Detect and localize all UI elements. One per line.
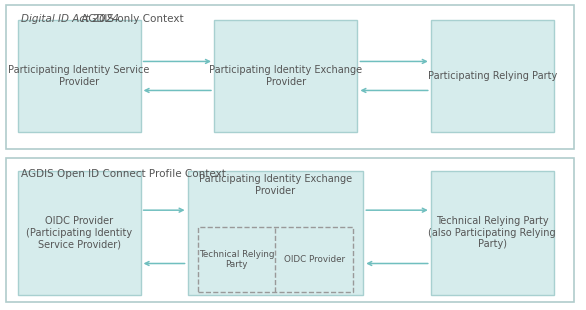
FancyBboxPatch shape: [188, 170, 363, 294]
Text: Participating Identity Exchange
Provider: Participating Identity Exchange Provider: [209, 65, 362, 87]
FancyBboxPatch shape: [431, 20, 554, 132]
Text: Technical Relying Party
(also Participating Relying
Party): Technical Relying Party (also Participat…: [428, 216, 556, 249]
FancyBboxPatch shape: [18, 20, 141, 132]
Text: Technical Relying
Party: Technical Relying Party: [199, 250, 274, 269]
Text: Participating Identity Service
Provider: Participating Identity Service Provider: [8, 65, 150, 87]
Text: Participating Identity Exchange
Provider: Participating Identity Exchange Provider: [199, 174, 352, 196]
Text: AGDIS only Context: AGDIS only Context: [79, 14, 184, 24]
FancyBboxPatch shape: [6, 158, 574, 302]
Text: OIDC Provider
(Participating Identity
Service Provider): OIDC Provider (Participating Identity Se…: [26, 216, 132, 249]
Text: Digital ID Act 2024: Digital ID Act 2024: [21, 14, 118, 24]
FancyBboxPatch shape: [214, 20, 357, 132]
Text: Participating Relying Party: Participating Relying Party: [428, 71, 557, 81]
FancyBboxPatch shape: [431, 170, 554, 294]
FancyBboxPatch shape: [6, 5, 574, 149]
Text: OIDC Provider: OIDC Provider: [284, 255, 345, 264]
FancyBboxPatch shape: [18, 170, 141, 294]
Text: AGDIS Open ID Connect Profile Context: AGDIS Open ID Connect Profile Context: [21, 169, 226, 179]
